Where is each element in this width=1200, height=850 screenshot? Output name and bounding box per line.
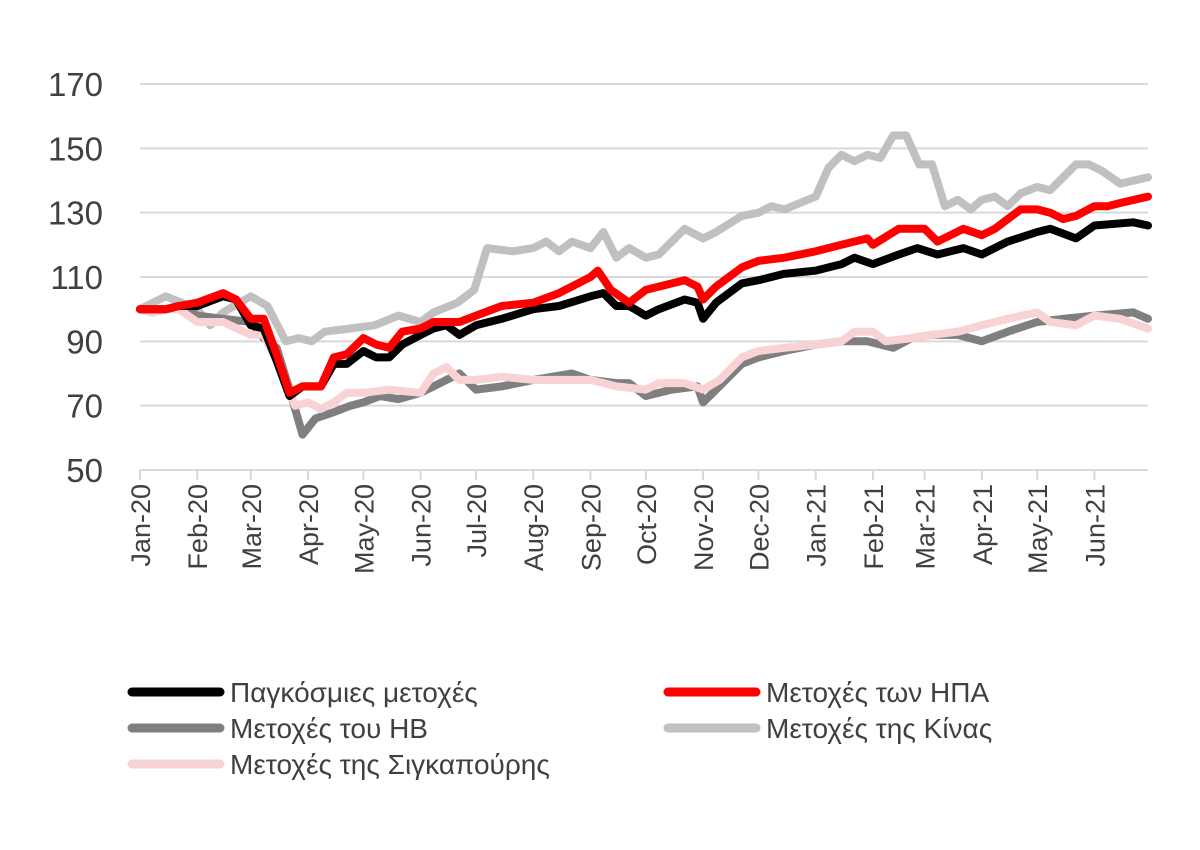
- legend-label: Μετοχές του ΗΒ: [230, 713, 428, 744]
- x-tick-label: Oct-20: [632, 484, 662, 565]
- y-tick-label: 90: [66, 323, 103, 360]
- y-tick-label: 170: [48, 66, 103, 103]
- legend-label: Μετοχές της Κίνας: [766, 713, 992, 744]
- y-tick-label: 110: [50, 259, 103, 296]
- series-line: [136, 218, 1152, 400]
- x-tick-label: Feb-21: [859, 484, 889, 570]
- x-tick-label: Aug-20: [519, 484, 549, 571]
- x-tick-label: May-21: [1023, 484, 1053, 574]
- series-line: [136, 131, 1152, 346]
- x-tick-label: Sep-20: [576, 484, 606, 571]
- x-tick-label: Mar-20: [237, 484, 267, 570]
- x-tick-label: Feb-20: [183, 484, 213, 570]
- y-tick-label: 150: [48, 130, 103, 167]
- x-tick-label: Mar-21: [911, 484, 941, 570]
- series-line: [136, 192, 1152, 397]
- x-tick-label: Nov-20: [689, 484, 719, 571]
- x-tick-label: Dec-20: [744, 484, 774, 571]
- x-tick-label: Jun-21: [1080, 484, 1110, 567]
- series-lines: [136, 131, 1152, 439]
- x-tick-label: Jan-20: [126, 484, 156, 567]
- legend-label: Μετοχές της Σιγκαπούρης: [230, 749, 550, 780]
- x-tick-label: Apr-21: [968, 484, 998, 565]
- y-tick-label: 70: [66, 388, 103, 425]
- legend-label: Παγκόσμιες μετοχές: [230, 677, 478, 708]
- x-tick-label: May-20: [349, 484, 379, 574]
- x-tick-label: Jan-21: [802, 484, 832, 567]
- x-tick-label: Apr-20: [294, 484, 324, 565]
- x-tick-label: Jul-20: [462, 484, 492, 558]
- x-tick-label: Jun-20: [407, 484, 437, 567]
- y-axis-ticks: 50 70 90 110 130 150 170: [48, 66, 103, 489]
- y-tick-label: 130: [48, 195, 103, 232]
- legend-label: Μετοχές των ΗΠΑ: [766, 677, 989, 708]
- legend: Παγκόσμιες μετοχές Μετοχές των ΗΠΑ Μετοχές…: [127, 677, 992, 780]
- x-axis: Jan-20 Feb-20 Mar-20 Apr-20 May-20 Jun-20 Jul-…: [126, 469, 1148, 574]
- y-tick-label: 50: [66, 452, 103, 489]
